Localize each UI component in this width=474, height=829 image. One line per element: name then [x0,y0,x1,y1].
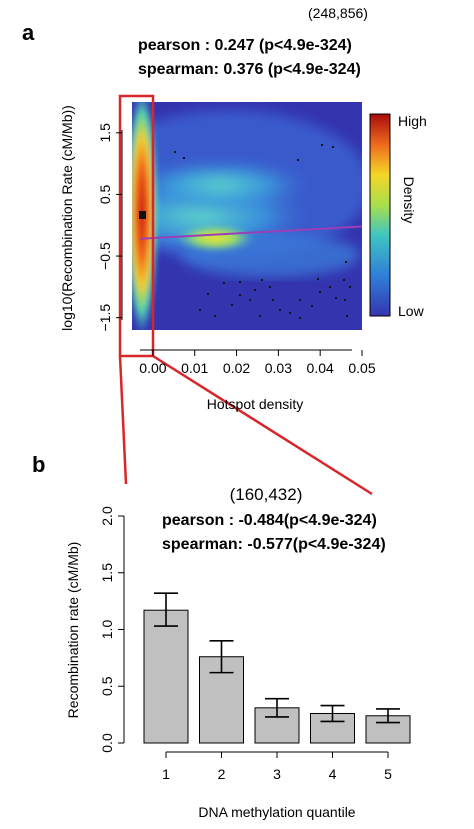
density-heatmap [132,102,362,330]
outlier-point [198,308,202,312]
legend-title: Density [401,177,417,224]
outlier-point [310,304,314,308]
outlier-point [296,158,300,162]
panel-a-y-ticks: 1.5 0.5 −0.5 −1.5 [97,123,122,332]
x-tick-label: 0.03 [265,360,292,376]
x-tick-label: 5 [384,766,392,782]
bar [143,609,189,744]
zoom-line-right [152,354,373,496]
heatmap-outlier-points [173,143,352,320]
outlier-point [271,298,275,302]
panel-a-pearson: pearson : 0.247 (p<4.9e-324) [138,37,352,54]
outlier-point [213,314,217,318]
x-tick-label: 3 [273,766,281,782]
outlier-point [248,298,252,302]
outlier-point [334,296,338,300]
outlier-point [238,293,242,297]
x-tick-label: 1 [162,766,170,782]
panel-a-y-label: log10(Recombination Rate (cM/Mb)) [59,105,75,331]
panel-b-label: b [32,452,45,477]
outlier-point [348,285,352,289]
outlier-point [260,278,264,282]
zoom-line-left [118,355,128,485]
panel-b-x-ticks: 1 2 3 4 5 [162,752,392,782]
x-tick-label: 0.04 [307,360,334,376]
x-tick-label: 2 [218,766,226,782]
outlier-point [173,150,177,154]
panel-a-count: (248,856) [308,5,368,21]
panel-b-count: (160,432) [230,485,303,504]
legend-low-label: Low [398,303,425,319]
y-tick-label: −1.5 [97,304,113,332]
y-tick-label: 1.5 [99,563,115,583]
x-tick-label: 0.01 [181,360,208,376]
panel-b-x-label: DNA methylation quantile [198,804,355,820]
outlier-point [182,156,186,160]
outlier-point [278,308,282,312]
y-tick-label: −0.5 [97,242,113,270]
outlier-point [238,280,242,284]
outlier-point [328,285,332,289]
outlier-point [230,303,234,307]
panel-b-pearson: pearson : -0.484(p<4.9e-324) [162,512,377,529]
panel-a-label: a [22,20,35,45]
outlier-point [258,314,262,318]
density-colorbar [369,113,391,317]
outlier-point [342,278,346,282]
outlier-point [253,288,257,292]
y-tick-label: 0.5 [99,676,115,696]
y-tick-label: 0.0 [99,733,115,753]
outlier-point [318,290,322,294]
outlier-point [268,285,272,289]
legend-high-label: High [398,113,427,129]
heatmap-marker [139,211,146,219]
outlier-point [298,298,302,302]
panel-a-x-ticks: 0.00 0.01 0.02 0.03 0.04 0.05 [139,350,376,376]
x-tick-label: 4 [329,766,337,782]
panel-a-x-label: Hotspot density [207,396,304,412]
outlier-point [320,143,324,147]
y-tick-label: 1.0 [99,620,115,640]
outlier-point [222,281,226,285]
panel-b-spearman: spearman: -0.577(p<4.9e-324) [162,536,386,553]
outlier-point [343,298,347,302]
outlier-point [288,311,292,315]
y-tick-label: 2.0 [99,506,115,526]
x-tick-label: 0.05 [348,360,375,376]
regression-line [140,225,363,240]
outlier-point [316,277,320,281]
panel-a-spearman: spearman: 0.376 (p<4.9e-324) [138,61,361,78]
y-tick-label: 1.5 [97,123,113,143]
panel-b-y-label: Recombination rate (cM/Mb) [65,542,81,719]
outlier-point [331,145,335,149]
x-tick-label: 0.02 [223,360,250,376]
panel-b-y-ticks: 0.0 0.5 1.0 1.5 2.0 [99,506,124,753]
outlier-point [206,292,210,296]
outlier-point [298,316,302,320]
y-tick-label: 0.5 [97,184,113,204]
panel-b-bars [143,592,411,744]
highlight-box [118,94,155,358]
x-tick-label: 0.00 [139,360,166,376]
outlier-point [345,314,349,318]
outlier-point [344,260,348,264]
